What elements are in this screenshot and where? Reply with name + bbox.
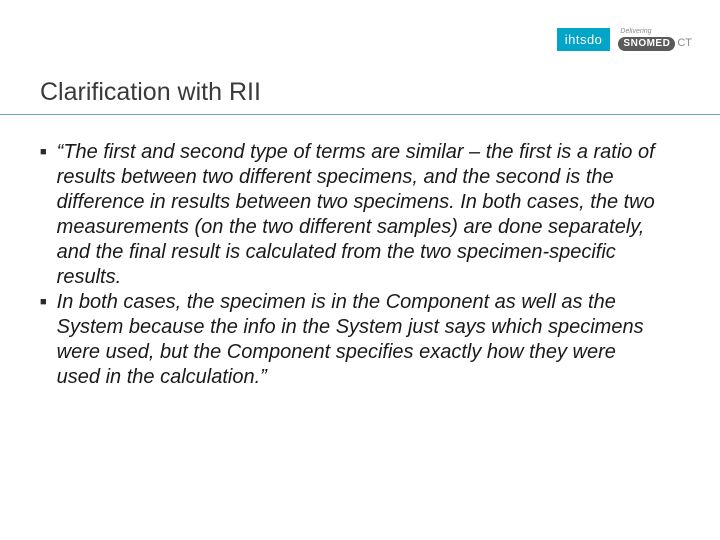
delivering-label: Delivering [620, 28, 651, 35]
bullet-item: ■ In both cases, the specimen is in the … [40, 290, 662, 390]
bullet-text: In both cases, the specimen is in the Co… [57, 290, 662, 390]
bullet-marker-icon: ■ [40, 146, 47, 158]
snomed-logo-group: Delivering SNOMED CT [618, 28, 692, 51]
bullet-marker-icon: ■ [40, 296, 47, 308]
header-logos: ihtsdo Delivering SNOMED CT [557, 28, 692, 51]
title-divider [0, 114, 720, 115]
bullet-item: ■ “The first and second type of terms ar… [40, 140, 662, 290]
ct-label: CT [677, 38, 692, 49]
slide-content: ■ “The first and second type of terms ar… [40, 140, 662, 390]
ihtsdo-logo: ihtsdo [557, 28, 611, 51]
slide-title: Clarification with RII [40, 78, 261, 107]
bullet-text: “The first and second type of terms are … [57, 140, 662, 290]
snomed-badge: SNOMED [618, 37, 675, 51]
